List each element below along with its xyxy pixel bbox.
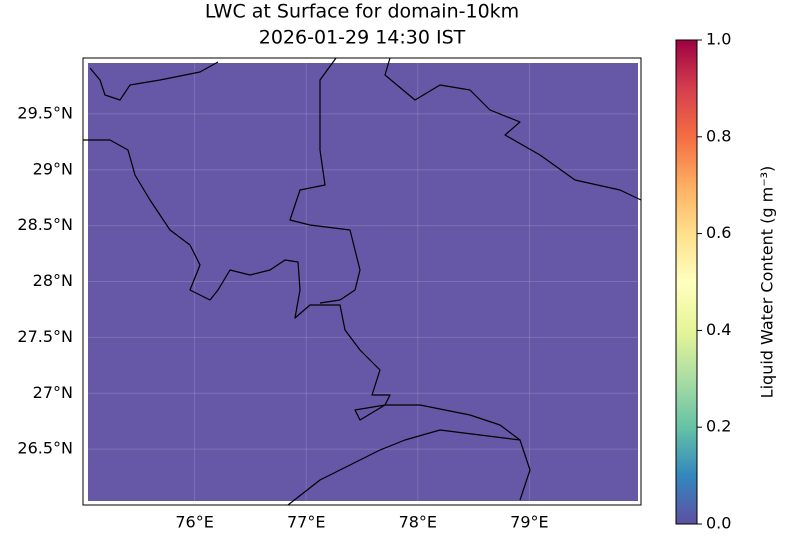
- y-tick-label: 26.5°N: [17, 439, 73, 458]
- x-tick-label: 79°E: [510, 513, 548, 532]
- boundary-line: [384, 57, 642, 201]
- y-tick-label: 27.5°N: [17, 327, 73, 346]
- colorbar: [675, 39, 698, 525]
- x-tick-label: 77°E: [287, 513, 325, 532]
- y-tick-label: 28.5°N: [17, 215, 73, 234]
- colorbar-tick-label: 1.0: [706, 30, 731, 49]
- colorbar-tick-label: 0.4: [706, 320, 731, 339]
- colorbar-tick-label: 0.0: [706, 514, 731, 533]
- boundary-line: [289, 57, 361, 304]
- colorbar-label: Liquid Water Content (g m⁻³): [758, 166, 777, 399]
- y-tick-label: 28°N: [33, 271, 73, 290]
- y-tick-label: 29.5°N: [17, 103, 73, 122]
- chart-title: LWC at Surface for domain-10km: [205, 1, 519, 23]
- x-tick-label: 76°E: [175, 513, 213, 532]
- x-tick-label: 78°E: [399, 513, 437, 532]
- chart-subtitle: 2026-01-29 14:30 IST: [259, 27, 466, 49]
- field: [88, 63, 638, 501]
- colorbar-tick-label: 0.6: [706, 223, 731, 242]
- boundary-line: [83, 139, 531, 501]
- boundary-line: [287, 429, 521, 506]
- boundary-line: [89, 61, 219, 101]
- colorbar-tick-label: 0.8: [706, 126, 731, 145]
- boundaries: [83, 57, 642, 506]
- y-tick-label: 29°N: [33, 159, 73, 178]
- colorbar-tick-label: 0.2: [706, 417, 731, 436]
- plot-frame: [82, 57, 642, 506]
- y-tick-label: 27°N: [33, 383, 73, 402]
